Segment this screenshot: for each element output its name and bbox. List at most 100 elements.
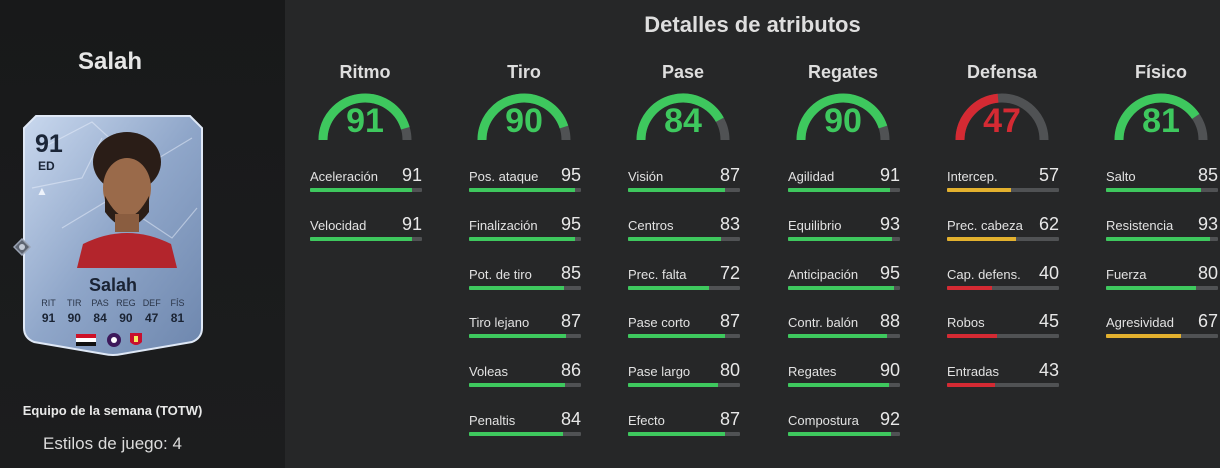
attribute-value: 72	[719, 262, 740, 283]
attribute-bar-fill	[947, 236, 1017, 241]
attribute-bar-track	[788, 236, 900, 241]
attribute-row: Agilidad 91	[775, 165, 913, 218]
attribute-bar-fill	[469, 285, 565, 290]
player-card[interactable]: 91 ED ▲ Salah RIT TIR PAS REG DEF FÍS 91…	[22, 108, 204, 356]
gauge-fill	[796, 93, 888, 141]
attribute-row: Pos. ataque 95	[456, 165, 594, 218]
attribute-value: 92	[879, 408, 900, 429]
attribute-bar-fill	[628, 334, 726, 339]
attribute-bar-track	[947, 285, 1059, 290]
egypt-flag-icon	[76, 334, 96, 346]
attribute-value: 57	[1038, 165, 1059, 185]
attribute-value: 43	[1038, 360, 1059, 381]
attribute-row: Tiro lejano 87	[456, 311, 594, 364]
attribute-row: Finalización 95	[456, 214, 594, 267]
attribute-list: Visión 87 Centros 83 Prec. falta 72 Pase corto…	[615, 165, 753, 462]
card-player-name: Salah	[88, 275, 138, 295]
attribute-row: Entradas 43	[934, 360, 1072, 413]
attribute-value: 87	[719, 311, 740, 332]
attribute-value: 91	[401, 213, 422, 234]
card-stat-value: 84	[93, 311, 107, 325]
attribute-bar-track	[947, 334, 1059, 339]
card-stat-values: 91 90 84 90 47 81	[36, 311, 190, 325]
card-stat-value: 90	[119, 311, 133, 325]
attribute-value: 88	[879, 311, 900, 332]
attribute-name: Voleas	[469, 364, 509, 380]
category-name: Pase	[661, 62, 705, 82]
attribute-row: Penaltis 84	[456, 409, 594, 462]
attribute-name: Finalización	[469, 217, 538, 233]
attribute-row: Robos 45	[934, 311, 1072, 364]
attribute-name: Intercep.	[947, 169, 998, 184]
category-gauge: 84	[615, 90, 751, 152]
attribute-name: Robos	[947, 315, 985, 331]
card-stat-label: FÍS	[170, 298, 185, 308]
gauge-fill	[318, 93, 410, 141]
attribute-bar-fill	[788, 285, 895, 290]
gauge-fill	[1114, 93, 1200, 141]
attribute-value: 40	[1038, 262, 1059, 283]
attribute-bar-fill	[310, 188, 412, 192]
card-stat-labels: RIT TIR PAS REG DEF FÍS	[36, 298, 190, 308]
attribute-list: Salto 85 Resistencia 93 Fuerza 80 Agresividad 6…	[1093, 165, 1220, 364]
player-photo	[77, 126, 177, 268]
attribute-bar-track	[628, 431, 740, 436]
attribute-value: 95	[879, 262, 900, 283]
attribute-value: 67	[1197, 311, 1218, 332]
attribute-bar-track	[628, 188, 740, 192]
attribute-name: Efecto	[628, 412, 665, 428]
attribute-row: Centros 83	[615, 214, 753, 267]
category-name: Defensa	[966, 62, 1038, 82]
attribute-bar-track	[310, 188, 422, 192]
attribute-bar-track	[788, 383, 900, 388]
attribute-bar-fill	[788, 431, 892, 436]
category-name: Regates	[807, 62, 879, 82]
attribute-value: 85	[1197, 165, 1218, 185]
attribute-bar-track	[788, 285, 900, 290]
category-gauge: 47	[934, 90, 1070, 152]
attribute-row: Aceleración 91	[297, 165, 435, 218]
attribute-value: 95	[560, 165, 581, 185]
attribute-name: Resistencia	[1106, 217, 1174, 233]
attribute-bar-fill	[628, 188, 726, 192]
attribute-bar-track	[628, 236, 740, 241]
attribute-bar-track	[1106, 236, 1218, 241]
attribute-bar-fill	[1106, 285, 1196, 290]
attribute-row: Cap. defens. 40	[934, 263, 1072, 316]
attribute-bar-track	[788, 431, 900, 436]
attribute-row: Pase corto 87	[615, 311, 753, 364]
attribute-name: Contr. balón	[788, 315, 859, 331]
attribute-value: 85	[560, 262, 581, 283]
attribute-bar-track	[947, 236, 1059, 241]
attribute-name: Pos. ataque	[469, 169, 539, 184]
attribute-bar-fill	[310, 236, 412, 241]
attribute-bar-track	[310, 236, 422, 241]
card-stat-value: 91	[41, 311, 56, 325]
attribute-name: Agilidad	[788, 169, 835, 184]
attribute-row: Contr. balón 88	[775, 311, 913, 364]
attribute-bar-fill	[628, 285, 709, 290]
attribute-bar-fill	[947, 334, 998, 339]
playstyles-label[interactable]: Estilos de juego: 4	[43, 434, 182, 453]
premier-league-icon	[107, 333, 121, 347]
attribute-bar-track	[1106, 188, 1218, 192]
attribute-list: Pos. ataque 95 Finalización 95 Pot. de tiro 8…	[456, 165, 594, 462]
attribute-list: Aceleración 91 Velocidad 91	[297, 165, 435, 267]
attribute-bar-fill	[947, 188, 1011, 192]
card-stat-value: 90	[67, 311, 81, 325]
attribute-name: Pot. de tiro	[469, 266, 532, 282]
attribute-name: Prec. falta	[628, 266, 687, 282]
attribute-bar-fill	[469, 188, 576, 192]
card-badges	[74, 330, 154, 350]
card-type-label: Equipo de la semana (TOTW)	[22, 403, 203, 418]
attribute-bar-track	[628, 383, 740, 388]
attribute-bar-track	[469, 383, 581, 388]
attribute-value: 93	[1197, 213, 1218, 234]
attribute-bar-track	[947, 188, 1059, 192]
attribute-value: 95	[560, 213, 581, 234]
attribute-name: Fuerza	[1106, 266, 1147, 282]
attribute-bar-fill	[469, 334, 567, 339]
attribute-row: Equilibrio 93	[775, 214, 913, 267]
attribute-name: Pase corto	[628, 315, 691, 331]
attribute-row: Prec. cabeza 62	[934, 214, 1072, 267]
